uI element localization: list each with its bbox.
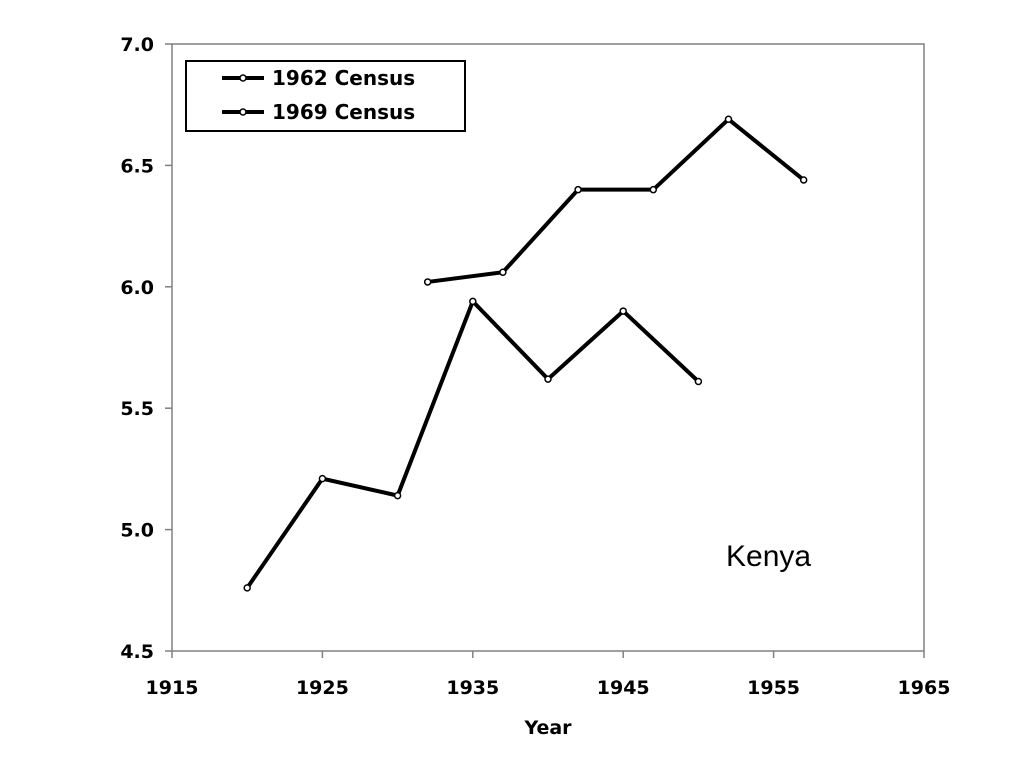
x-tick-label: 1915: [146, 677, 199, 699]
legend-marker-1962: [239, 74, 247, 82]
data-point-1962-census: [469, 297, 477, 306]
axes: 4.5 5.0 5.5 6.0 6.5 7.0 1915 1925 1935 1945 1955 19…: [120, 34, 950, 699]
legend-label-1962: 1962 Census: [272, 66, 415, 90]
data-point-1962-census: [694, 377, 703, 386]
x-axis-title: Year: [523, 717, 572, 739]
legend: 1962 Census 1969 Census: [185, 60, 466, 132]
y-tick-label: 6.5: [120, 155, 154, 177]
x-tick-label: 1965: [898, 677, 951, 699]
data-point-1962-census: [318, 474, 327, 483]
y-tick-label: 7.0: [120, 34, 154, 56]
data-point-1962-census: [619, 307, 627, 315]
y-tick-label: 6.0: [120, 277, 154, 299]
kenya-annotation: Kenya: [726, 540, 811, 573]
data-point-1962-census: [544, 375, 552, 383]
x-tick-label: 1945: [597, 677, 650, 699]
legend-label-1969: 1969 Census: [272, 100, 415, 124]
x-tick-label: 1925: [296, 677, 349, 699]
series-line-1969-census: [427, 116, 805, 284]
data-point-1969-census: [649, 185, 658, 194]
y-tick-label: 5.0: [120, 520, 154, 542]
x-tick-label: 1935: [446, 677, 499, 699]
data-point-1962-census: [243, 584, 251, 592]
plot-area: [171, 43, 925, 652]
y-tick-label: 4.5: [120, 641, 154, 663]
series-layer: [243, 115, 808, 592]
data-point-1969-census: [724, 115, 733, 124]
data-point-1962-census: [393, 491, 402, 500]
x-tick-label: 1955: [747, 677, 800, 699]
legend-marker-1969: [239, 108, 247, 116]
legend-box: [185, 60, 466, 132]
data-point-1969-census: [799, 176, 808, 184]
y-tick-label: 5.5: [120, 398, 154, 420]
data-point-1969-census: [499, 268, 507, 276]
data-point-1969-census: [423, 278, 432, 286]
data-point-1969-census: [574, 185, 582, 194]
